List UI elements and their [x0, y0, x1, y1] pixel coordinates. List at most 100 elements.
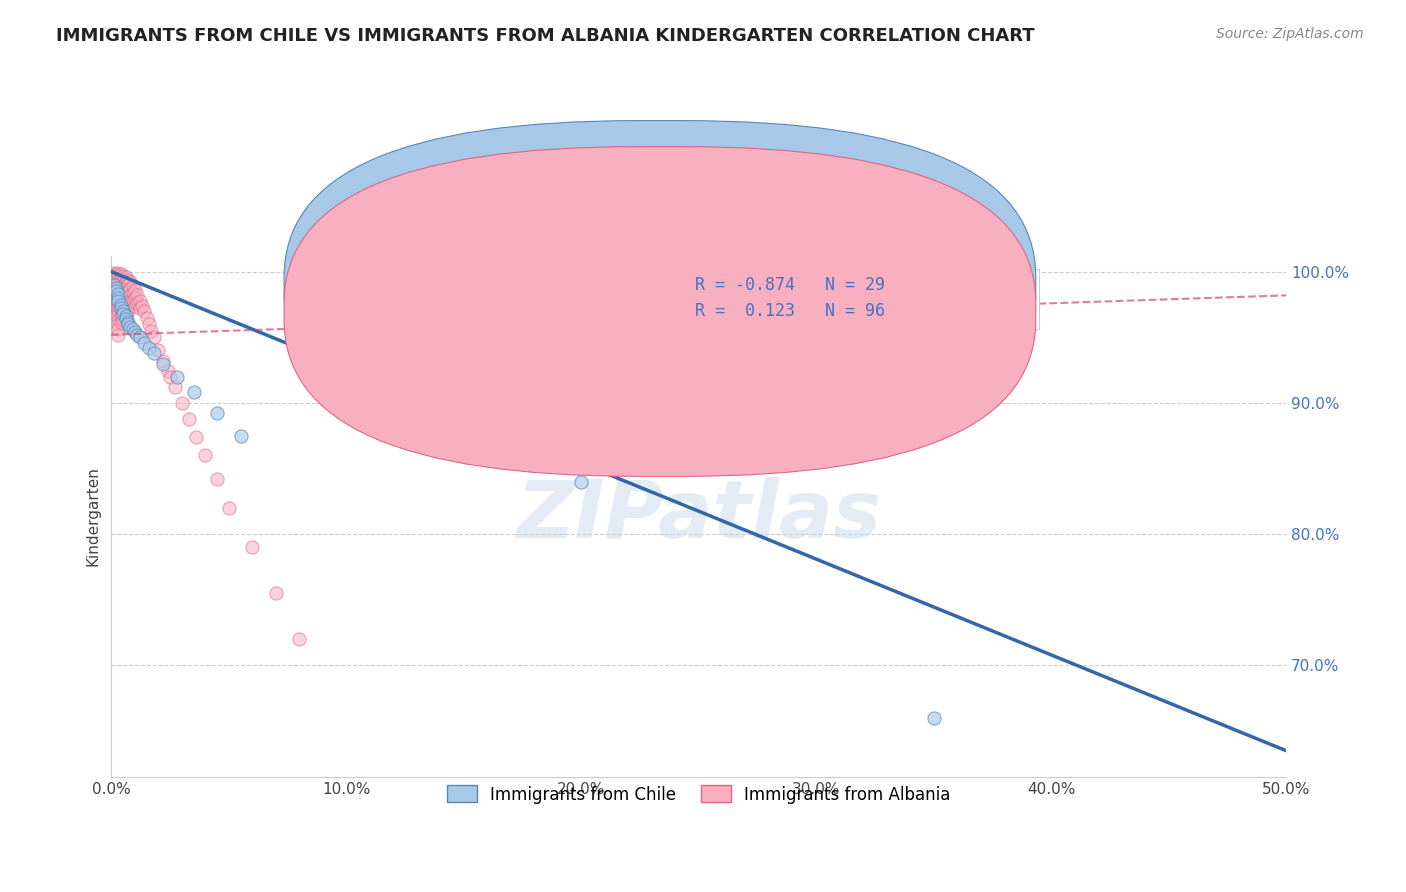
Point	[112, 296, 135, 310]
Point	[110, 271, 132, 285]
Point	[107, 300, 129, 314]
Point	[105, 288, 128, 302]
Point	[120, 288, 142, 302]
Point	[110, 310, 132, 324]
Point	[107, 304, 129, 318]
Point	[128, 301, 150, 316]
Point	[107, 285, 129, 299]
Point	[114, 287, 136, 301]
Point	[107, 266, 129, 280]
Point	[110, 297, 132, 311]
Point	[117, 315, 139, 329]
Point	[110, 315, 132, 329]
Point	[105, 280, 128, 294]
Point	[218, 500, 240, 515]
Point	[105, 277, 128, 292]
Point	[120, 319, 142, 334]
Point	[124, 291, 146, 305]
Point	[288, 632, 311, 646]
Point	[121, 322, 143, 336]
Point	[110, 302, 132, 317]
Point	[107, 291, 129, 305]
Point	[117, 277, 139, 292]
Point	[240, 541, 263, 555]
Point	[138, 317, 160, 331]
Point	[127, 327, 149, 342]
Point	[134, 335, 156, 350]
Point	[107, 308, 129, 322]
Point	[114, 305, 136, 319]
Point	[117, 304, 139, 318]
Point	[107, 296, 129, 310]
Point	[205, 472, 228, 486]
Point	[112, 313, 135, 327]
Point	[107, 268, 129, 283]
Text: R =  0.123   N = 96: R = 0.123 N = 96	[695, 302, 886, 320]
Point	[107, 322, 129, 336]
Point	[110, 291, 132, 305]
FancyBboxPatch shape	[284, 120, 1036, 450]
Text: ZIPatlas: ZIPatlas	[516, 477, 882, 556]
Point	[110, 297, 132, 311]
Point	[124, 283, 146, 297]
Point	[103, 277, 125, 292]
Point	[148, 343, 170, 358]
Point	[120, 282, 142, 296]
Point	[264, 586, 287, 600]
Point	[127, 288, 149, 302]
Point	[112, 268, 135, 283]
Point	[128, 293, 150, 308]
Text: IMMIGRANTS FROM CHILE VS IMMIGRANTS FROM ALBANIA KINDERGARTEN CORRELATION CHART: IMMIGRANTS FROM CHILE VS IMMIGRANTS FROM…	[56, 27, 1035, 45]
Point	[138, 341, 160, 355]
Point	[117, 285, 139, 299]
Point	[152, 354, 174, 368]
Point	[121, 293, 143, 308]
Point	[105, 297, 128, 311]
Point	[107, 327, 129, 342]
Point	[114, 312, 136, 326]
Point	[103, 275, 125, 289]
Point	[163, 380, 186, 394]
Point	[110, 275, 132, 289]
Point	[142, 330, 165, 344]
Point	[205, 407, 228, 421]
Point	[110, 268, 132, 282]
Point	[117, 272, 139, 286]
Point	[152, 357, 174, 371]
Point	[107, 317, 129, 331]
Point	[103, 271, 125, 285]
Point	[114, 299, 136, 313]
FancyBboxPatch shape	[623, 269, 1039, 329]
Point	[105, 272, 128, 286]
Point	[156, 364, 179, 378]
Point	[114, 293, 136, 308]
Point	[134, 304, 156, 318]
Point	[121, 279, 143, 293]
Point	[103, 266, 125, 280]
Point	[177, 411, 200, 425]
Point	[110, 301, 132, 316]
Legend: Immigrants from Chile, Immigrants from Albania: Immigrants from Chile, Immigrants from A…	[440, 779, 957, 810]
Point	[229, 429, 252, 443]
Point	[117, 291, 139, 305]
Point	[112, 307, 135, 321]
Point	[105, 285, 128, 299]
Point	[159, 369, 181, 384]
Point	[105, 270, 128, 285]
Point	[114, 310, 136, 324]
Point	[112, 285, 135, 299]
Point	[114, 275, 136, 289]
Text: R = -0.874   N = 29: R = -0.874 N = 29	[695, 277, 886, 294]
Point	[112, 279, 135, 293]
Point	[112, 274, 135, 288]
Point	[922, 711, 945, 725]
Text: Source: ZipAtlas.com: Source: ZipAtlas.com	[1216, 27, 1364, 41]
Point	[112, 301, 135, 316]
Point	[105, 283, 128, 297]
Point	[141, 324, 163, 338]
Point	[105, 268, 128, 282]
Point	[183, 385, 205, 400]
Point	[120, 275, 142, 289]
Point	[107, 291, 129, 305]
Point	[127, 296, 149, 310]
